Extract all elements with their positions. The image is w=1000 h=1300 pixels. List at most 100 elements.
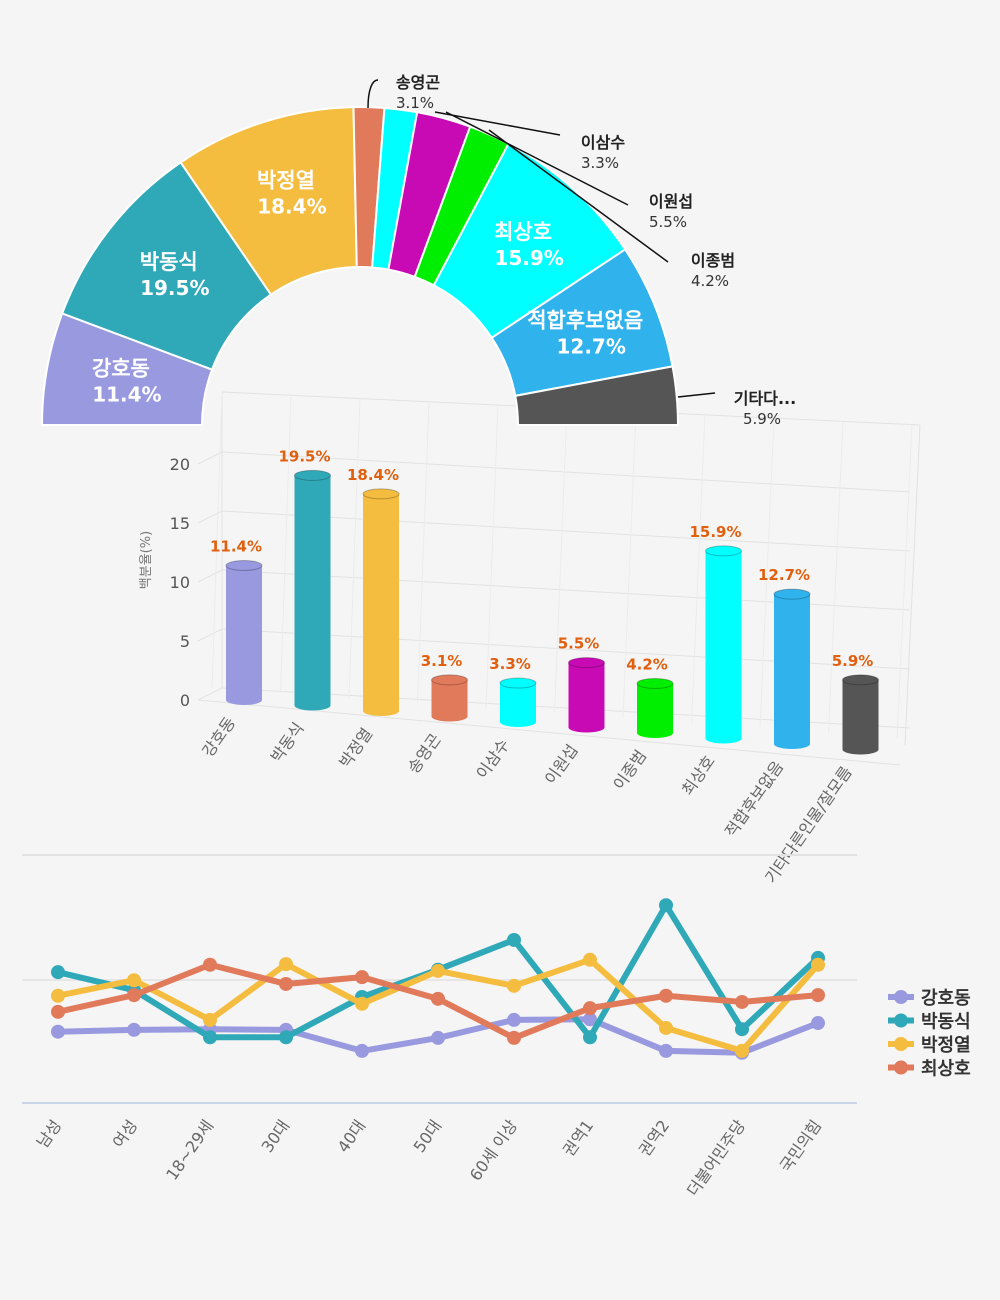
- line-point: [735, 994, 749, 1009]
- line-category-label: 30대: [258, 1116, 294, 1156]
- line-point: [355, 970, 369, 985]
- bar-bottom: [500, 717, 536, 727]
- bar-top: [362, 488, 400, 500]
- bar-vgrid: [691, 415, 706, 724]
- legend-item: 박정열: [888, 1035, 971, 1056]
- bar-body: [294, 475, 331, 706]
- pie-outside-value: 5.5%: [649, 213, 687, 231]
- bar-value-label: 5.5%: [558, 635, 600, 653]
- bar-category-label: 이삼수: [472, 735, 513, 782]
- line-point: [431, 991, 445, 1006]
- bar-ytick-label: 15: [170, 514, 190, 533]
- line-series: [51, 957, 825, 1045]
- line-point: [431, 1030, 445, 1045]
- bar-bottom: [842, 744, 879, 755]
- line-point: [659, 898, 673, 913]
- bar-gridline: [221, 451, 911, 493]
- line-point: [507, 932, 521, 947]
- pie-outside-value: 3.1%: [396, 94, 434, 112]
- bar-cylinder: [705, 545, 742, 744]
- bar-category-label: 이종범: [609, 746, 650, 793]
- bar-ylabel: 백분율(%): [139, 531, 154, 589]
- bar-cylinder: [636, 677, 674, 738]
- bar-cylinder: [431, 674, 468, 722]
- bar-body: [774, 594, 810, 744]
- legend-label: 박동식: [921, 1012, 971, 1033]
- line-point: [583, 1001, 597, 1016]
- bar-bottom: [705, 733, 742, 744]
- bar-value-label: 3.1%: [421, 652, 463, 670]
- bar-body: [568, 662, 605, 728]
- line-point: [583, 1012, 597, 1027]
- legend-marker-icon: [894, 1060, 908, 1075]
- legend-item: 최상호: [888, 1059, 971, 1080]
- bar-top: [499, 677, 537, 689]
- bar-cylinder: [842, 674, 879, 755]
- bar-top: [294, 469, 331, 481]
- line-point: [127, 988, 141, 1003]
- bar-value-label: 11.4%: [210, 537, 262, 555]
- bar-vgrid: [485, 405, 499, 709]
- pie-outside-value: 4.2%: [691, 272, 729, 290]
- line-point: [51, 1004, 65, 1019]
- bar-vgrid: [348, 398, 361, 699]
- bar-gridline: [197, 569, 223, 583]
- legend-marker-icon: [894, 990, 908, 1004]
- pie-leader-line: [488, 129, 669, 263]
- bar-vgrid: [759, 418, 775, 729]
- line-point: [659, 988, 673, 1003]
- bar-top: [568, 657, 605, 669]
- bar-bottom: [774, 739, 810, 749]
- pie-outside-label: 기타다...: [734, 389, 796, 408]
- bar-vgrid: [828, 421, 844, 734]
- line-point: [659, 1043, 673, 1058]
- bar-gridline: [197, 451, 223, 465]
- pie-slice-label: 박동식: [140, 250, 198, 274]
- line-category-label: 남성: [33, 1116, 65, 1151]
- line-chart: 남성 여성 18~29세 30대 40대 50대 60세 이상 권역1 권역2 더불어민주당 국민의…: [22, 854, 971, 1200]
- bar-category-label: 박동식: [267, 719, 308, 766]
- line-point: [811, 988, 825, 1003]
- bar-body: [363, 493, 399, 711]
- bar-cylinder: [499, 677, 537, 727]
- bar-body: [226, 565, 262, 700]
- line-series: [51, 1012, 825, 1060]
- line-point: [127, 1022, 141, 1037]
- line-point: [735, 1022, 749, 1037]
- line-point: [203, 957, 217, 972]
- line-category-label: 40대: [334, 1116, 370, 1156]
- bar-top: [773, 588, 811, 600]
- pie-slice-value: 11.4%: [92, 383, 161, 407]
- line-category-label: 18~29세: [162, 1116, 217, 1183]
- line-point: [203, 1012, 217, 1027]
- bar-category-label: 송영곤: [404, 730, 445, 777]
- bar-value-label: 4.2%: [626, 655, 668, 673]
- line-point: [203, 1030, 217, 1045]
- bar-vgrid: [896, 424, 913, 739]
- line-category-label: 60세 이상: [466, 1116, 522, 1184]
- legend-item: 강호동: [888, 988, 971, 1009]
- pie-slice-label: 최상호: [494, 220, 552, 244]
- bar-body: [500, 683, 536, 722]
- line-point: [507, 1012, 521, 1027]
- line-point: [811, 957, 825, 972]
- pie-slice-label: 박정열: [257, 169, 315, 193]
- line-category-label: 여성: [109, 1116, 141, 1151]
- legend-marker-icon: [894, 1013, 908, 1028]
- pie-outside-label: 이원섭: [649, 192, 693, 211]
- line-point: [583, 1030, 597, 1045]
- line-point: [735, 1043, 749, 1058]
- bar-body: [431, 679, 468, 717]
- line-category-label: 권역1: [559, 1116, 597, 1159]
- bar-body: [842, 679, 879, 750]
- bar-value-label: 19.5%: [278, 447, 330, 465]
- line-point: [51, 965, 65, 980]
- legend-label: 박정열: [921, 1035, 971, 1056]
- bar-value-label: 18.4%: [347, 466, 399, 484]
- line-category-label: 권역2: [635, 1116, 673, 1159]
- line-point: [431, 963, 445, 978]
- bar-chart: 0 5 10 15 20 백분율(%) 11.4% 강호동 19.5% 박동식 18.4% 박정열 3.…: [139, 391, 921, 887]
- pie-slice-label: 강호동: [92, 357, 150, 381]
